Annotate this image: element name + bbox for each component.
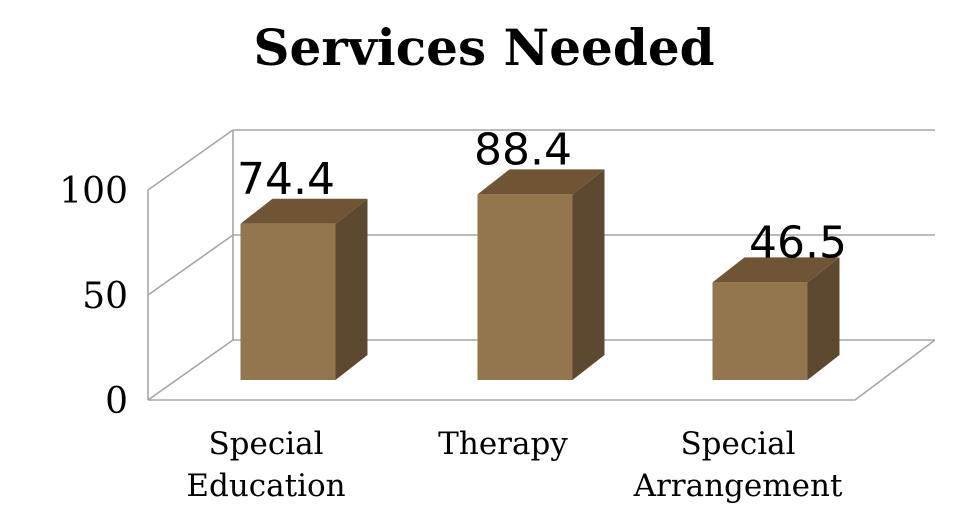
y-axis-ticks: 0 50 100 — [59, 171, 128, 422]
bar-side — [335, 198, 368, 380]
category-label: Arrangement — [633, 468, 843, 504]
category-label: Special — [208, 426, 323, 462]
bar-top — [240, 198, 368, 224]
x-axis-categories: Special Education Therapy Special Arrangemen… — [186, 426, 843, 504]
floor-edge — [148, 339, 936, 401]
category-label: Therapy — [438, 426, 568, 462]
y-tick-label: 0 — [105, 381, 128, 422]
data-label: 88.4 — [474, 124, 572, 175]
bar-top — [712, 257, 840, 283]
y-tick-label: 50 — [82, 276, 128, 317]
chart-title: Services Needed — [253, 18, 714, 77]
data-label: 46.5 — [749, 217, 847, 268]
bar — [477, 169, 605, 380]
bar-side — [807, 257, 840, 380]
grid-diagonal — [147, 234, 234, 296]
y-tick-label: 100 — [59, 171, 128, 212]
category-label: Special — [680, 426, 795, 462]
bar-front — [240, 223, 336, 380]
data-labels: 74.4 88.4 46.5 — [237, 124, 847, 268]
grid-diagonal — [147, 339, 234, 401]
bar — [712, 257, 840, 380]
bar — [240, 198, 368, 380]
bar-top — [477, 169, 605, 195]
grid-diagonal — [147, 129, 234, 191]
bar-front — [477, 194, 573, 380]
category-label: Education — [186, 468, 345, 504]
bars — [240, 169, 840, 380]
bar-front — [712, 282, 808, 380]
data-label: 74.4 — [237, 154, 335, 205]
bar-side — [572, 169, 605, 380]
